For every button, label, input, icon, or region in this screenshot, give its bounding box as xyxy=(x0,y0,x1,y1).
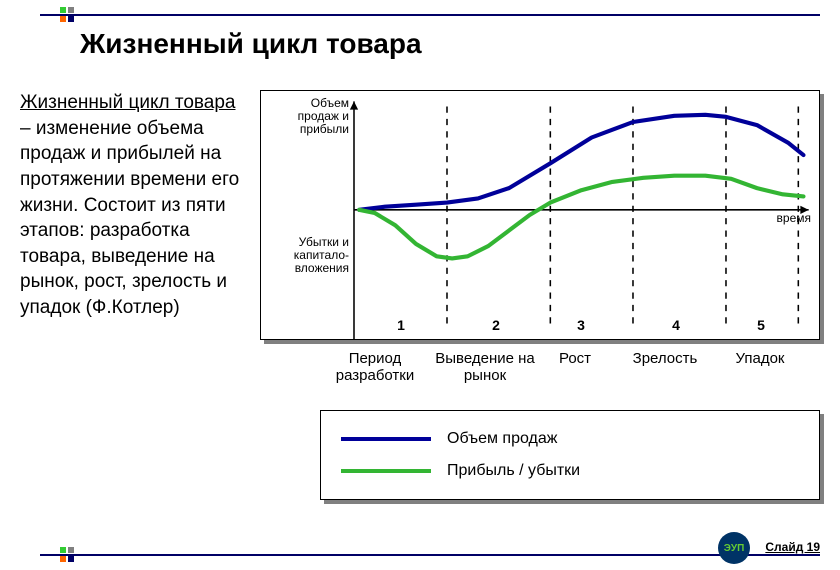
stage-number: 2 xyxy=(451,317,541,333)
stage-label: Упадок xyxy=(720,350,800,384)
y-axis-top-label: Объем продаж и прибыли xyxy=(269,97,349,137)
chart-panel: Объем продаж и прибыли Убытки и капитало… xyxy=(260,90,820,340)
stage-number: 1 xyxy=(351,317,451,333)
stage-number: 3 xyxy=(541,317,621,333)
legend-panel: Объем продаж Прибыль / убытки xyxy=(320,410,820,500)
stage-numbers: 12345 xyxy=(351,317,809,333)
stage-label: Зрелость xyxy=(610,350,720,384)
definition-lead: Жизненный цикл товара xyxy=(20,92,236,113)
stage-labels: Период разработкиВыведение на рынокРостЗ… xyxy=(320,350,820,384)
legend-swatch xyxy=(341,437,431,441)
definition-text: Жизненный цикл товара – изменение объема… xyxy=(20,90,260,530)
stage-number: 5 xyxy=(731,317,791,333)
deco-squares xyxy=(60,547,76,563)
x-axis-label: время xyxy=(777,211,811,225)
legend-label: Объем продаж xyxy=(447,430,557,448)
top-rule xyxy=(40,14,820,16)
legend-swatch xyxy=(341,469,431,473)
y-axis-bottom-label: Убытки и капитало-вложения xyxy=(269,236,349,276)
stage-number: 4 xyxy=(621,317,731,333)
stage-label: Период разработки xyxy=(320,350,430,384)
footer-logo-icon: ЭУП xyxy=(718,532,750,564)
bottom-rule xyxy=(40,554,820,556)
page-title: Жизненный цикл товара xyxy=(80,28,422,60)
legend-row: Прибыль / убытки xyxy=(341,462,799,480)
stage-label: Рост xyxy=(540,350,610,384)
legend-row: Объем продаж xyxy=(341,430,799,448)
definition-rest: – изменение объема продаж и прибылей на … xyxy=(20,118,239,318)
legend-label: Прибыль / убытки xyxy=(447,462,580,480)
slide-number: Слайд 19 xyxy=(765,540,820,554)
stage-label: Выведение на рынок xyxy=(430,350,540,384)
deco-squares xyxy=(60,7,76,23)
